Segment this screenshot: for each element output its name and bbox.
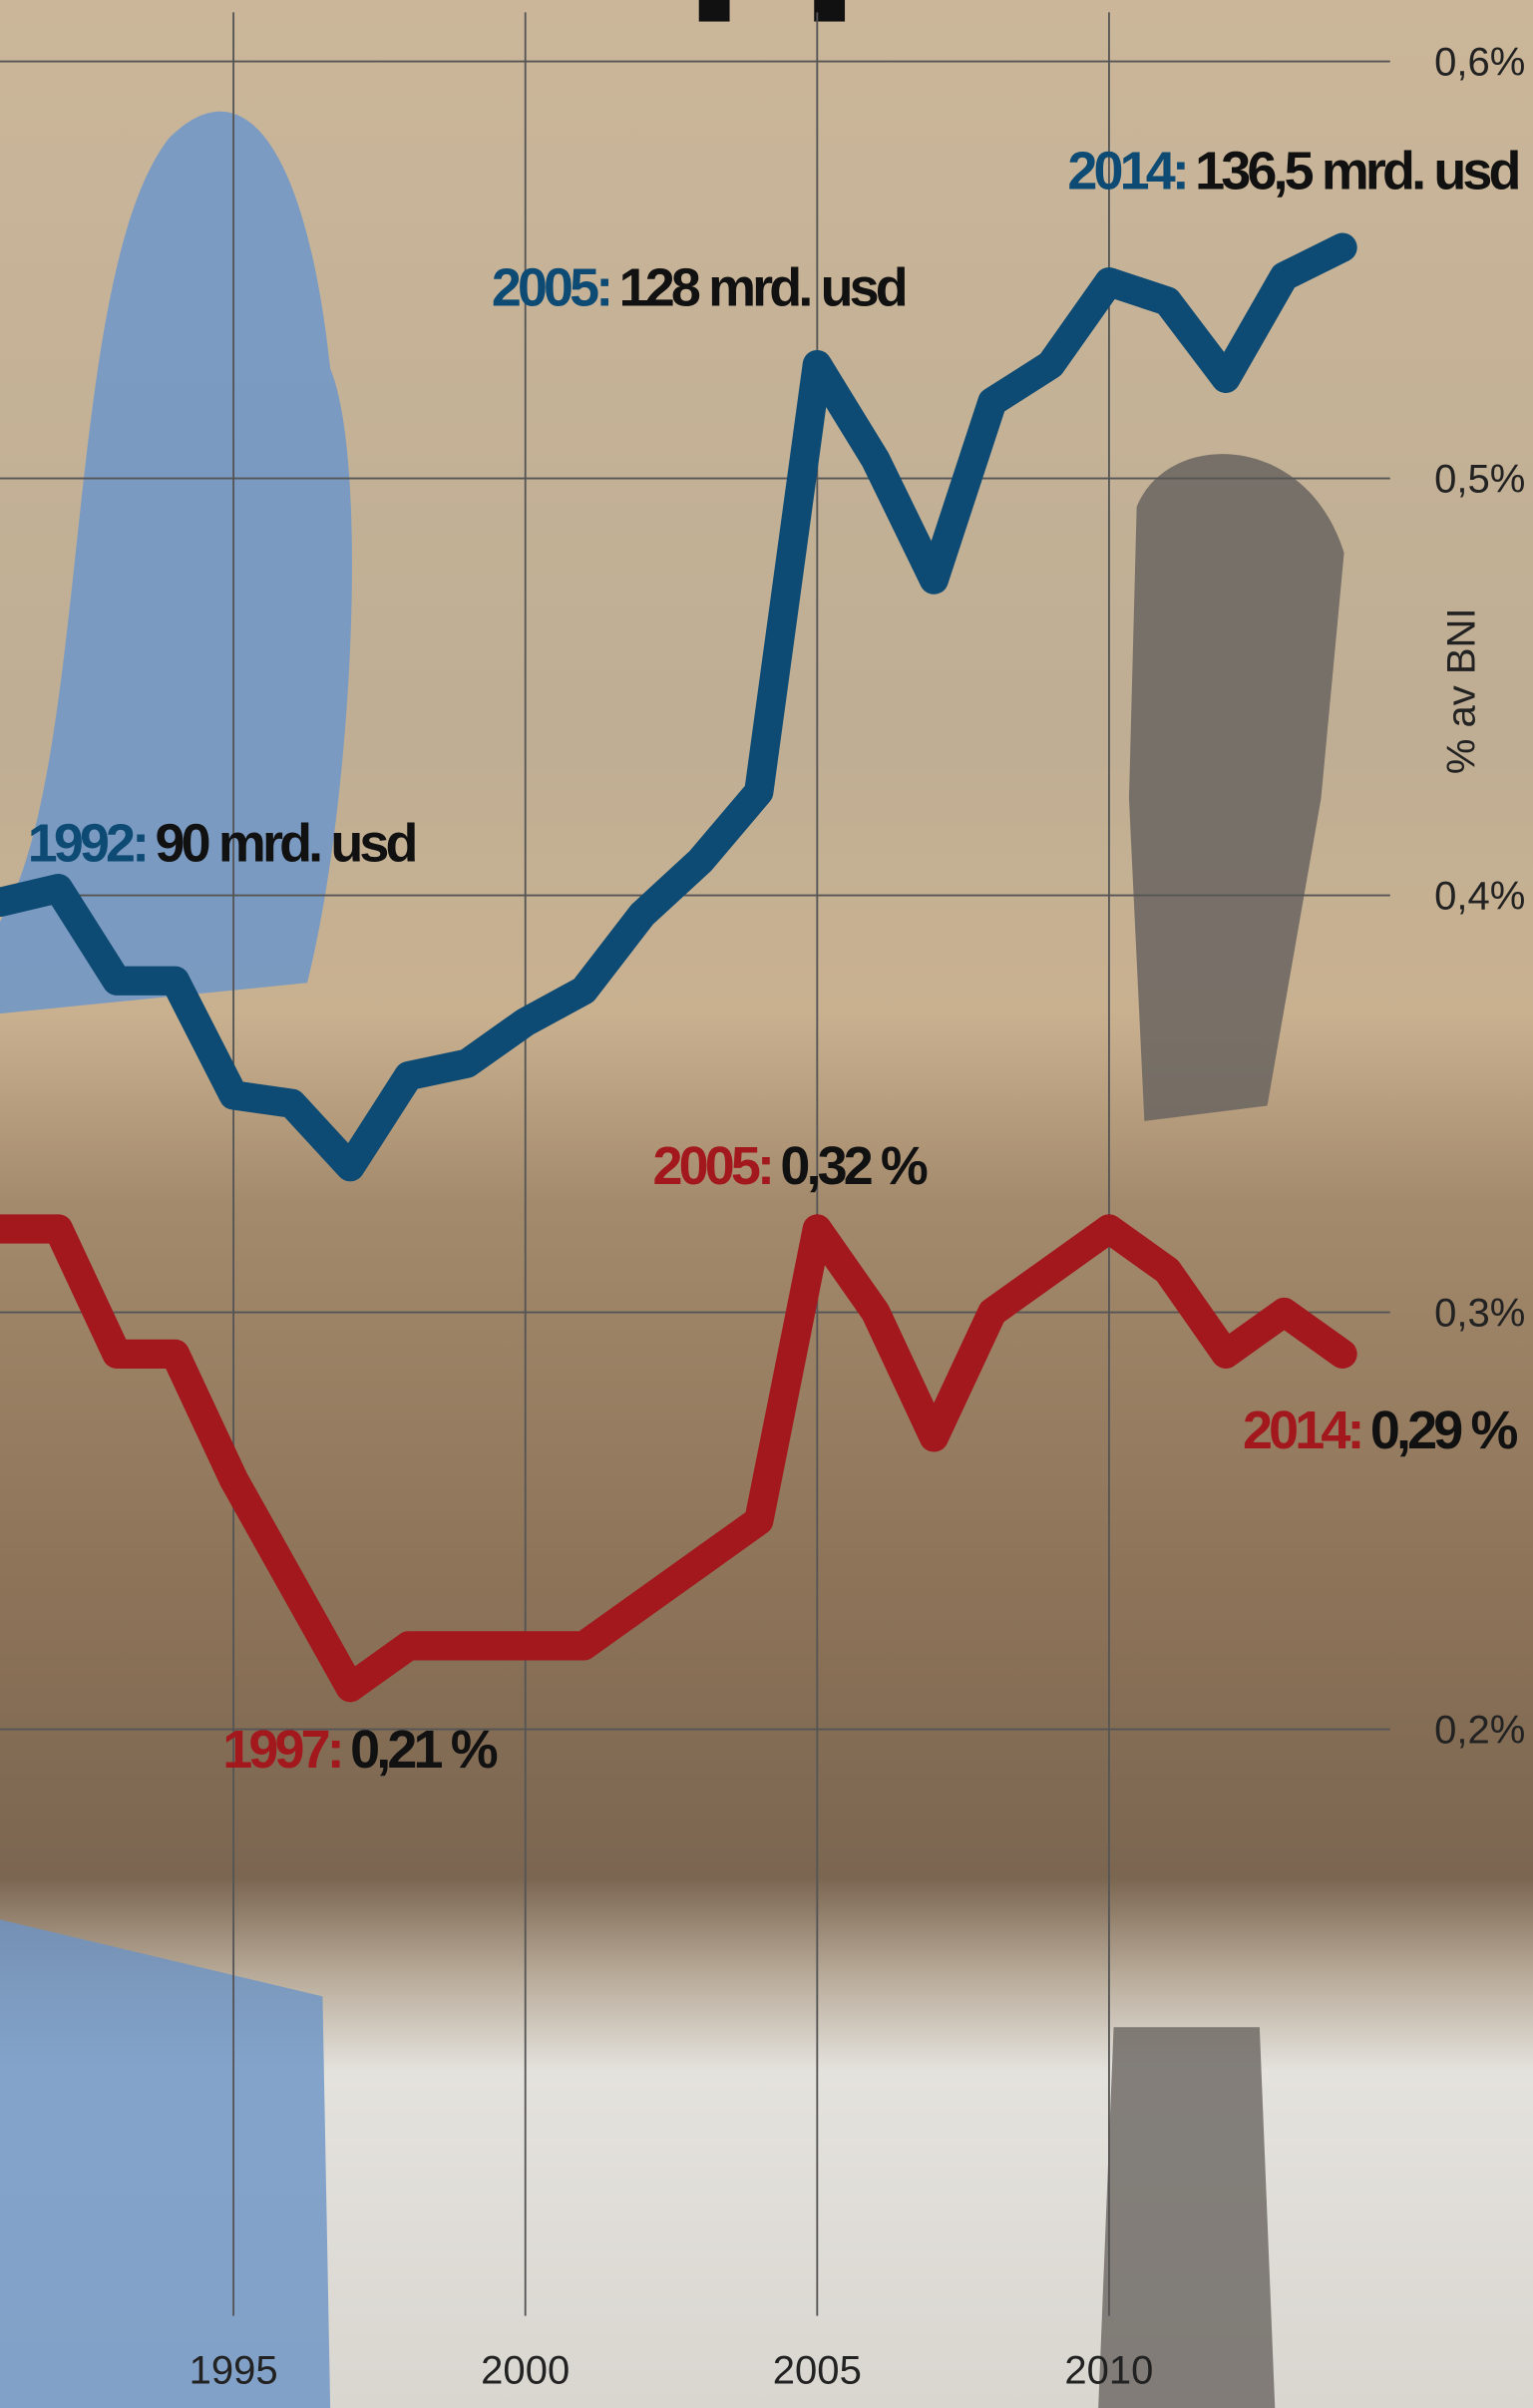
annotation-year: 2005: (653, 1136, 772, 1196)
title-fragment (699, 0, 730, 22)
annotation-text: 128 mrd. usd (619, 257, 906, 317)
annotation-text: 90 mrd. usd (156, 814, 416, 874)
annotation-text: 0,29 % (1370, 1401, 1518, 1460)
x-tick-label: 2010 (1064, 2348, 1153, 2392)
y-axis-label: % av BNI (1439, 607, 1483, 774)
annotation: 2005:128 mrd. usd (492, 257, 906, 317)
y-tick-label: 0,3% (1434, 1291, 1525, 1335)
annotation-year: 1997: (222, 1720, 341, 1780)
y-tick-label: 0,2% (1434, 1708, 1525, 1752)
title-fragment (814, 0, 845, 22)
annotation: 1992:90 mrd. usd (28, 814, 416, 874)
annotation: 2005:0,32 % (653, 1136, 928, 1196)
x-tick-label: 1995 (190, 2348, 278, 2392)
annotation: 1997:0,21 % (222, 1720, 497, 1780)
annotation-text: 136,5 mrd. usd (1195, 141, 1518, 201)
y-tick-label: 0,5% (1434, 457, 1525, 501)
annotation: 2014:136,5 mrd. usd (1067, 141, 1518, 201)
chart: % av BNI 0,6% 0,5% 0,4% 0,3% 0,2% 1995 2000 200… (0, 0, 1533, 2408)
annotation-text: 0,21 % (350, 1720, 498, 1780)
y-tick-label: 0,6% (1434, 40, 1525, 84)
x-tick-label: 2005 (773, 2348, 862, 2392)
annotation-year: 2005: (492, 257, 610, 317)
photo-reflection (0, 1919, 330, 2408)
x-tick-label: 2000 (481, 2348, 570, 2392)
annotation-text: 0,32 % (780, 1136, 928, 1196)
y-tick-label: 0,4% (1434, 874, 1525, 918)
annotation-year: 2014: (1243, 1401, 1361, 1460)
annotation-year: 2014: (1067, 141, 1186, 201)
annotation: 2014:0,29 % (1243, 1401, 1517, 1460)
annotation-year: 1992: (28, 814, 147, 874)
